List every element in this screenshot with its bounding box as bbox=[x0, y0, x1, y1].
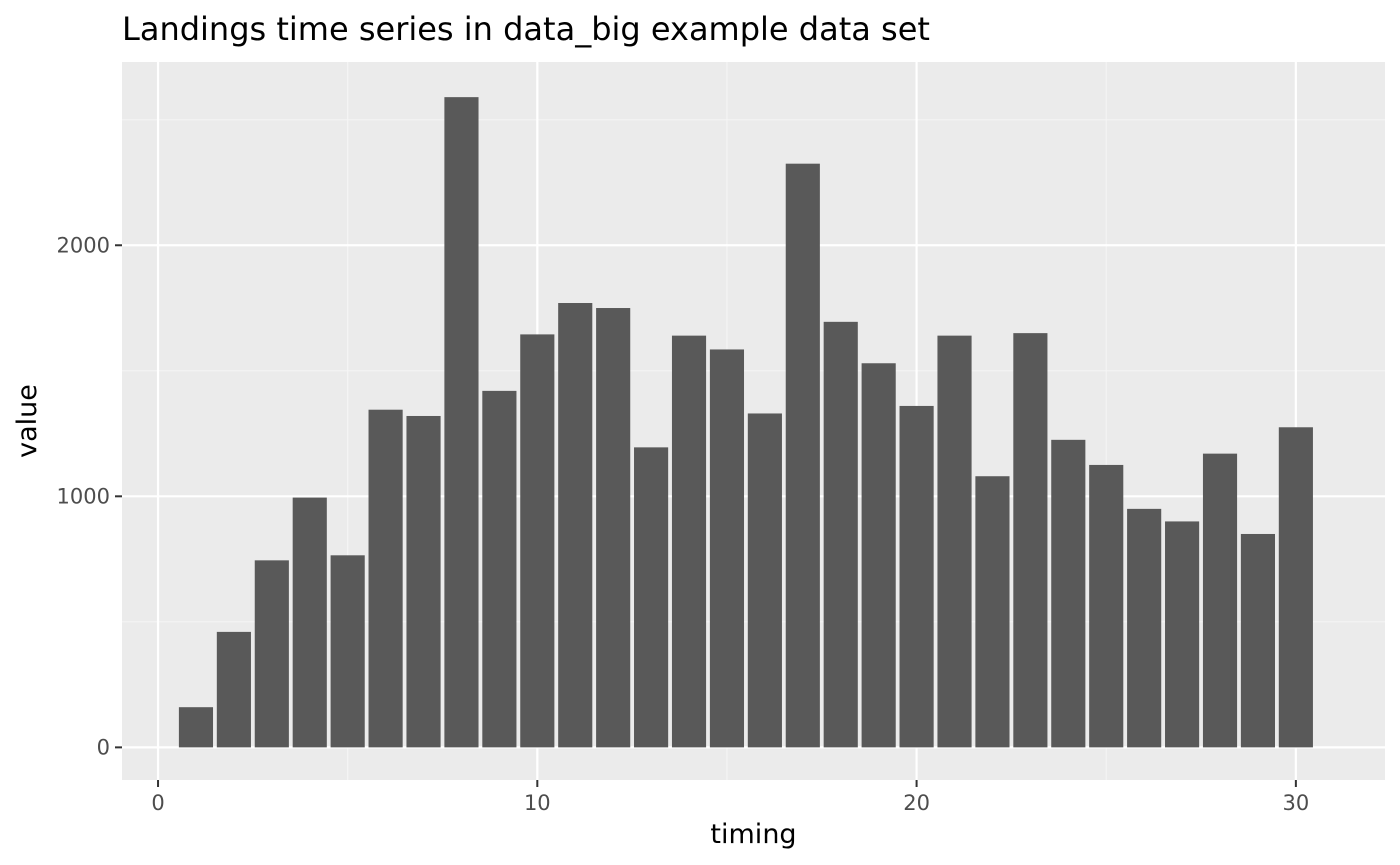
bar bbox=[368, 409, 403, 748]
bar bbox=[406, 415, 441, 748]
y-axis-title: value bbox=[12, 384, 43, 458]
bar bbox=[1202, 453, 1238, 748]
bar bbox=[709, 349, 745, 748]
bar bbox=[1240, 533, 1276, 748]
bar bbox=[482, 390, 517, 748]
y-tick-label: 1000 bbox=[57, 484, 110, 508]
bar bbox=[823, 321, 858, 748]
bar bbox=[1127, 508, 1162, 748]
bars bbox=[178, 97, 1313, 748]
x-tick-label: 20 bbox=[903, 791, 930, 815]
bar bbox=[747, 413, 782, 748]
bar bbox=[671, 335, 707, 748]
bar bbox=[444, 97, 479, 748]
bar bbox=[861, 363, 896, 748]
bar bbox=[558, 303, 593, 748]
bar bbox=[520, 334, 555, 748]
bar bbox=[899, 405, 934, 748]
x-tick-label: 30 bbox=[1283, 791, 1310, 815]
y-tick-label: 0 bbox=[97, 735, 110, 759]
bar bbox=[785, 163, 820, 748]
y-tick-label: 2000 bbox=[57, 233, 110, 257]
x-tick-label: 10 bbox=[524, 791, 551, 815]
bar bbox=[292, 497, 327, 748]
bar bbox=[1089, 464, 1124, 748]
chart-title: Landings time series in data_big example… bbox=[122, 10, 930, 48]
bar bbox=[254, 560, 289, 748]
bar bbox=[1278, 427, 1313, 748]
bar bbox=[937, 335, 972, 748]
bar bbox=[634, 447, 669, 748]
bar bbox=[178, 707, 214, 748]
bar bbox=[330, 555, 365, 748]
bar bbox=[216, 631, 251, 748]
x-axis-title: timing bbox=[710, 819, 796, 850]
bar bbox=[1051, 439, 1086, 748]
bar bbox=[596, 308, 631, 748]
bar bbox=[1013, 333, 1048, 748]
bar bbox=[975, 476, 1010, 748]
bar bbox=[1165, 521, 1200, 748]
x-tick-label: 0 bbox=[151, 791, 164, 815]
axes: 0 10 20 30 0 1000 2000 bbox=[57, 233, 1310, 815]
